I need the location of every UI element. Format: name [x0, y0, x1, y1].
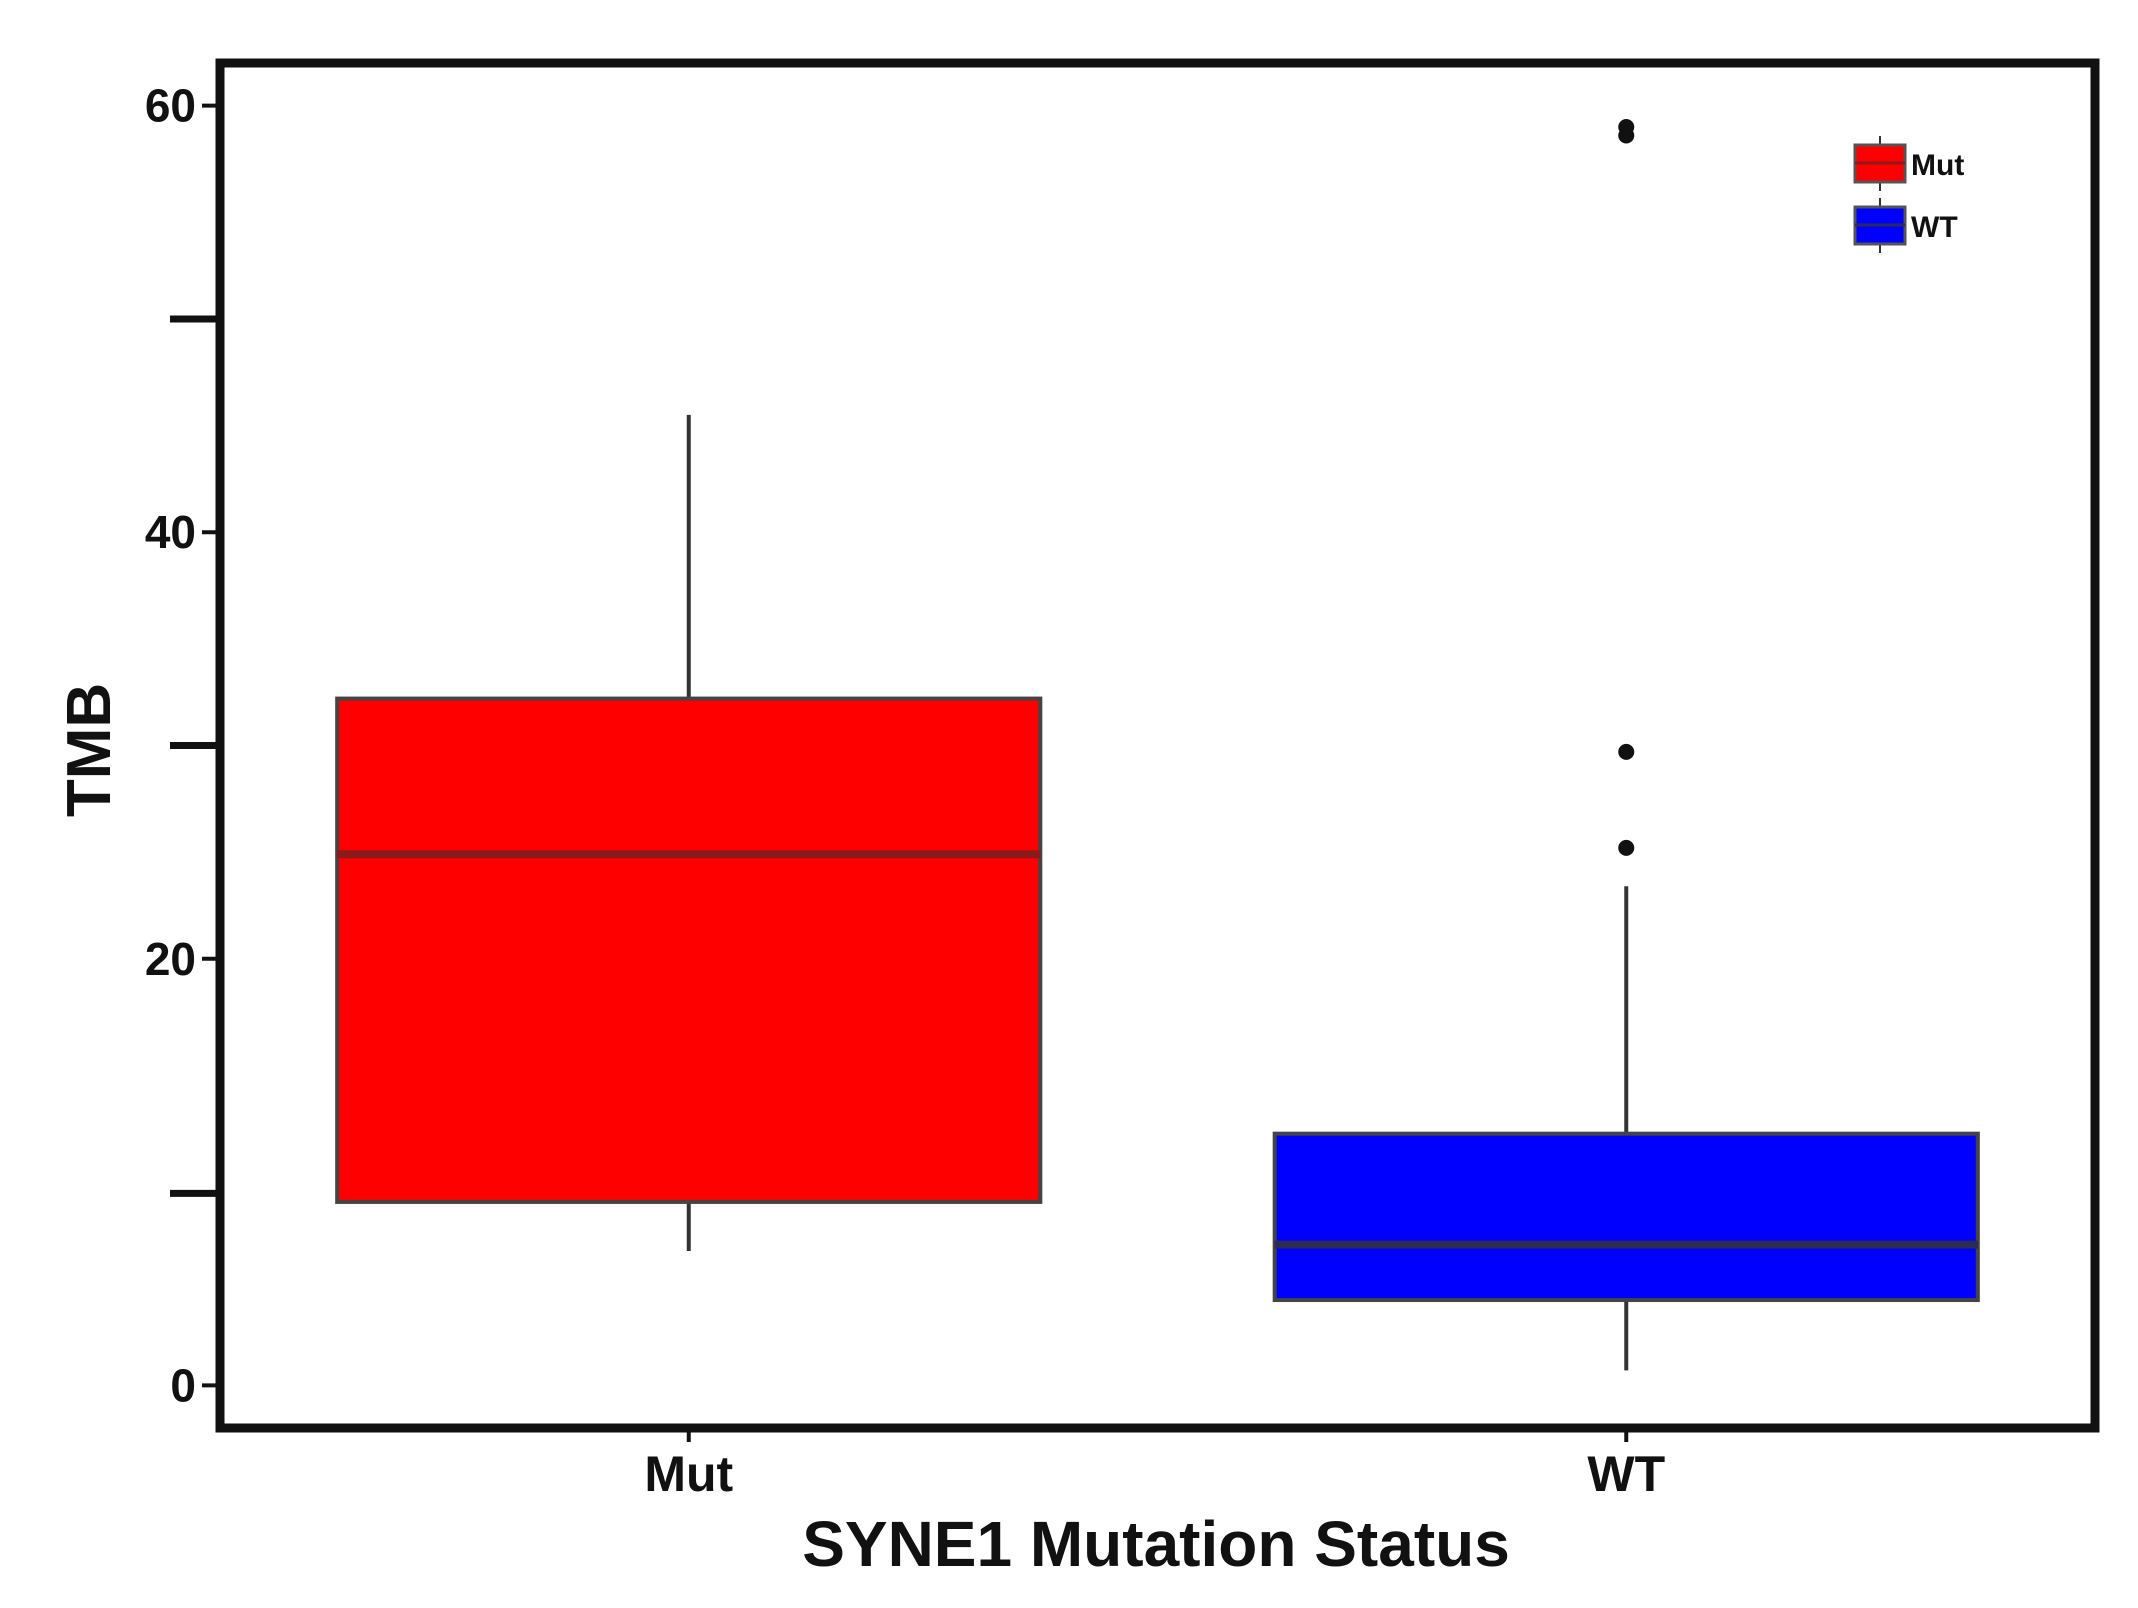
y-tick-label: 40 — [145, 506, 196, 558]
outlier-point-wt — [1618, 118, 1635, 135]
outlier-point-wt — [1618, 743, 1635, 760]
box-wt — [1272, 1131, 1980, 1303]
y-tick-label: 60 — [145, 80, 196, 132]
y-tick-label: 0 — [170, 1359, 196, 1411]
x-axis-title: SYNE1 Mutation Status — [802, 1508, 1510, 1580]
outlier-point-wt — [1618, 839, 1635, 856]
legend-label-mut: Mut — [1911, 149, 1964, 182]
box-mut — [335, 696, 1043, 1204]
legend-label-wt: WT — [1911, 211, 1958, 244]
y-tick-label: 20 — [145, 933, 196, 985]
x-tick-label-wt: WT — [1587, 1446, 1665, 1502]
x-tick-label-mut: Mut — [644, 1446, 733, 1502]
y-axis-title: TMB — [55, 683, 124, 817]
plot-panel-border — [215, 58, 2100, 1433]
